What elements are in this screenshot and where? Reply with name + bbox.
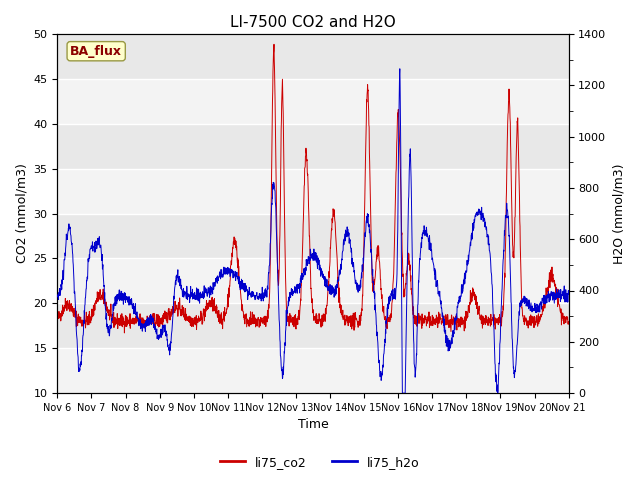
Y-axis label: CO2 (mmol/m3): CO2 (mmol/m3) xyxy=(15,164,28,264)
Title: LI-7500 CO2 and H2O: LI-7500 CO2 and H2O xyxy=(230,15,396,30)
Text: BA_flux: BA_flux xyxy=(70,45,122,58)
Bar xyxy=(58,258,568,303)
Bar xyxy=(58,348,568,393)
Y-axis label: H2O (mmol/m3): H2O (mmol/m3) xyxy=(612,163,625,264)
Legend: li75_co2, li75_h2o: li75_co2, li75_h2o xyxy=(215,451,425,474)
Bar xyxy=(58,168,568,214)
Bar xyxy=(58,79,568,124)
X-axis label: Time: Time xyxy=(298,419,328,432)
